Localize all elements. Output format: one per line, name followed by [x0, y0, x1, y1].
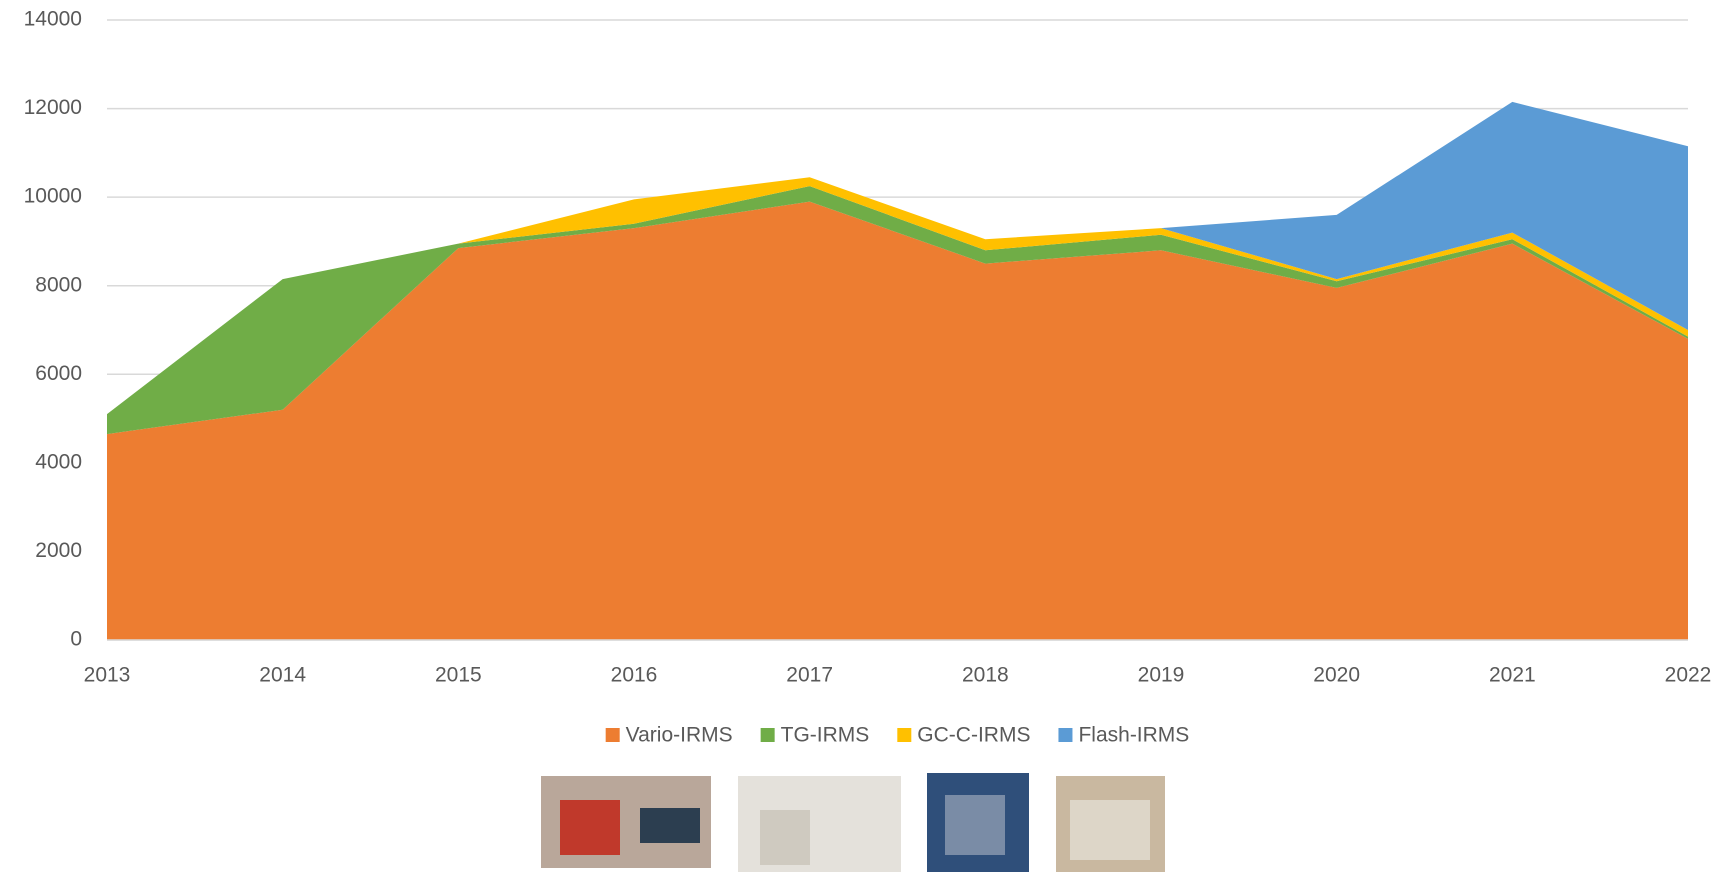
x-tick-label: 2015	[435, 664, 482, 687]
photo-detail	[1070, 800, 1150, 860]
x-tick-label: 2014	[259, 664, 306, 687]
x-tick-label: 2013	[84, 664, 131, 687]
photo-detail	[560, 800, 620, 855]
legend-swatch	[605, 728, 620, 742]
y-tick-label: 12000	[24, 96, 82, 119]
x-tick-label: 2019	[1138, 664, 1185, 687]
legend-label: GC-C-IRMS	[917, 724, 1030, 747]
area	[107, 101, 1688, 415]
legend-label: TG-IRMS	[781, 724, 870, 747]
area	[107, 201, 1688, 641]
instrument-photos	[541, 773, 1165, 872]
y-tick-label: 10000	[24, 185, 82, 208]
area	[107, 177, 1688, 415]
x-tick-label: 2022	[1665, 664, 1712, 687]
photo-detail	[640, 808, 700, 843]
legend-swatch	[760, 728, 775, 742]
area	[107, 186, 1688, 435]
photo-detail	[760, 810, 810, 865]
x-tick-label: 2017	[786, 664, 833, 687]
y-tick-label: 6000	[35, 362, 82, 385]
photo-detail	[945, 795, 1005, 855]
x-tick-label: 2018	[962, 664, 1009, 687]
legend-swatch	[897, 728, 912, 742]
y-tick-label: 2000	[35, 539, 82, 562]
y-tick-label: 4000	[35, 450, 82, 473]
legend-label: Vario-IRMS	[626, 724, 733, 747]
y-tick-label: 8000	[35, 273, 82, 296]
y-tick-label: 0	[70, 628, 82, 651]
x-tick-label: 2021	[1489, 664, 1536, 687]
legend: Vario-IRMS TG-IRMS GC-C-IRMS Flash-IRMS	[605, 724, 1189, 747]
legend-label: Flash-IRMS	[1078, 724, 1189, 747]
x-tick-label: 2020	[1313, 664, 1360, 687]
legend-swatch	[1058, 728, 1073, 742]
y-tick-label: 14000	[24, 8, 82, 31]
x-tick-label: 2016	[611, 664, 658, 687]
